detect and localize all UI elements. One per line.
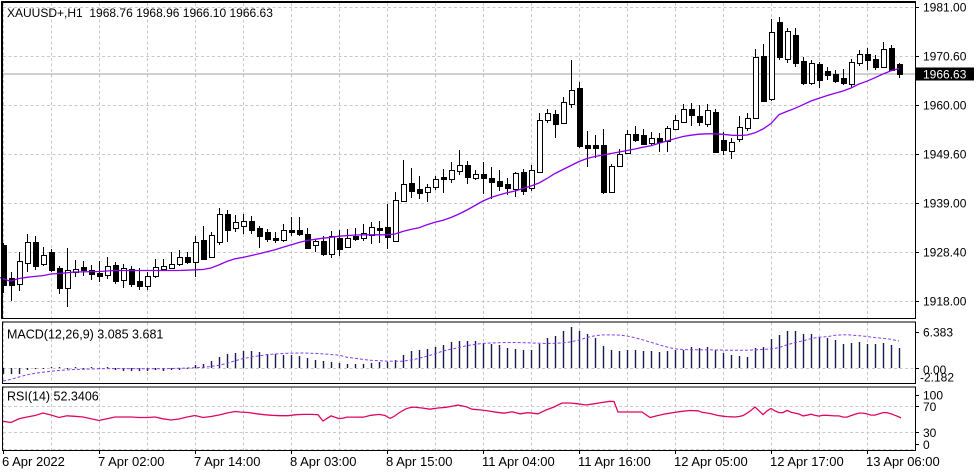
svg-text:11 Apr 04:00: 11 Apr 04:00 xyxy=(482,454,555,469)
svg-text:1966.63: 1966.63 xyxy=(923,67,967,81)
svg-text:MACD(12,26,9) 3.085 3.681: MACD(12,26,9) 3.085 3.681 xyxy=(7,327,163,341)
svg-text:100: 100 xyxy=(923,388,943,402)
svg-text:13 Apr 06:00: 13 Apr 06:00 xyxy=(866,454,940,469)
svg-text:70: 70 xyxy=(923,400,937,414)
svg-text:1939.00: 1939.00 xyxy=(923,196,967,210)
svg-text:1928.40: 1928.40 xyxy=(923,245,967,259)
svg-text:7 Apr 02:00: 7 Apr 02:00 xyxy=(98,454,165,469)
svg-text:12 Apr 17:00: 12 Apr 17:00 xyxy=(770,454,844,469)
svg-text:1970.60: 1970.60 xyxy=(923,49,967,63)
svg-text:XAUUSD+,H1 1968.76 1968.96 19: XAUUSD+,H1 1968.76 1968.96 1966.10 1966.… xyxy=(7,6,273,20)
svg-text:RSI(14) 52.3406: RSI(14) 52.3406 xyxy=(7,390,99,404)
svg-text:1949.60: 1949.60 xyxy=(923,147,967,161)
svg-text:-2.182: -2.182 xyxy=(920,370,954,384)
svg-text:8 Apr 15:00: 8 Apr 15:00 xyxy=(386,454,453,469)
svg-text:11 Apr 16:00: 11 Apr 16:00 xyxy=(578,454,651,469)
svg-text:0.00: 0.00 xyxy=(923,363,947,377)
svg-text:6.383: 6.383 xyxy=(923,325,953,339)
svg-text:1981.00: 1981.00 xyxy=(923,0,967,14)
svg-text:1960.00: 1960.00 xyxy=(923,98,967,112)
svg-text:12 Apr 05:00: 12 Apr 05:00 xyxy=(674,454,748,469)
svg-text:7 Apr 14:00: 7 Apr 14:00 xyxy=(194,454,261,469)
svg-text:0: 0 xyxy=(923,438,930,452)
svg-text:8 Apr 03:00: 8 Apr 03:00 xyxy=(290,454,357,469)
svg-text:30: 30 xyxy=(923,426,937,440)
svg-text:1918.00: 1918.00 xyxy=(923,294,967,308)
svg-text:6 Apr 2022: 6 Apr 2022 xyxy=(2,454,65,469)
